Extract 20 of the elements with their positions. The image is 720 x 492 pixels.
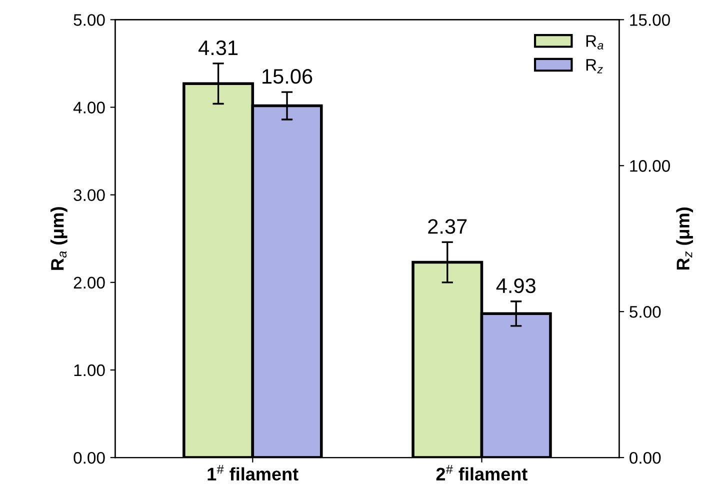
y2-tick-label: 15.00 xyxy=(630,14,670,26)
x-tick-label: 1$^{#}$ filament xyxy=(208,465,298,481)
y2-axis-title: R$_{z}$ (μm) xyxy=(676,208,694,270)
y-tick-label: 5.00 xyxy=(74,14,105,26)
y2-tick-label: 0.00 xyxy=(630,452,661,464)
annotation: 4.93 xyxy=(496,278,536,294)
legend-label: R$_{a}$ xyxy=(586,35,604,50)
y-tick-label: 3.00 xyxy=(74,189,105,202)
legend-label: R$_{z}$ xyxy=(586,59,603,74)
y-tick-label: 1.00 xyxy=(74,364,105,376)
y-tick-label: 0.00 xyxy=(74,452,105,464)
x-tick-label: 2$^{#}$ filament xyxy=(436,465,528,481)
annotation: 2.37 xyxy=(428,219,467,234)
annotation: 15.06 xyxy=(262,69,312,84)
annotation: 4.31 xyxy=(198,40,238,56)
y-tick-label: 4.00 xyxy=(73,102,105,114)
y2-tick-label: 5.00 xyxy=(630,306,661,318)
y-axis-title: R$_{a}$ (μm) xyxy=(50,207,68,270)
y2-tick-label: 10.00 xyxy=(630,160,670,172)
y-tick-label: 2.00 xyxy=(74,276,105,289)
